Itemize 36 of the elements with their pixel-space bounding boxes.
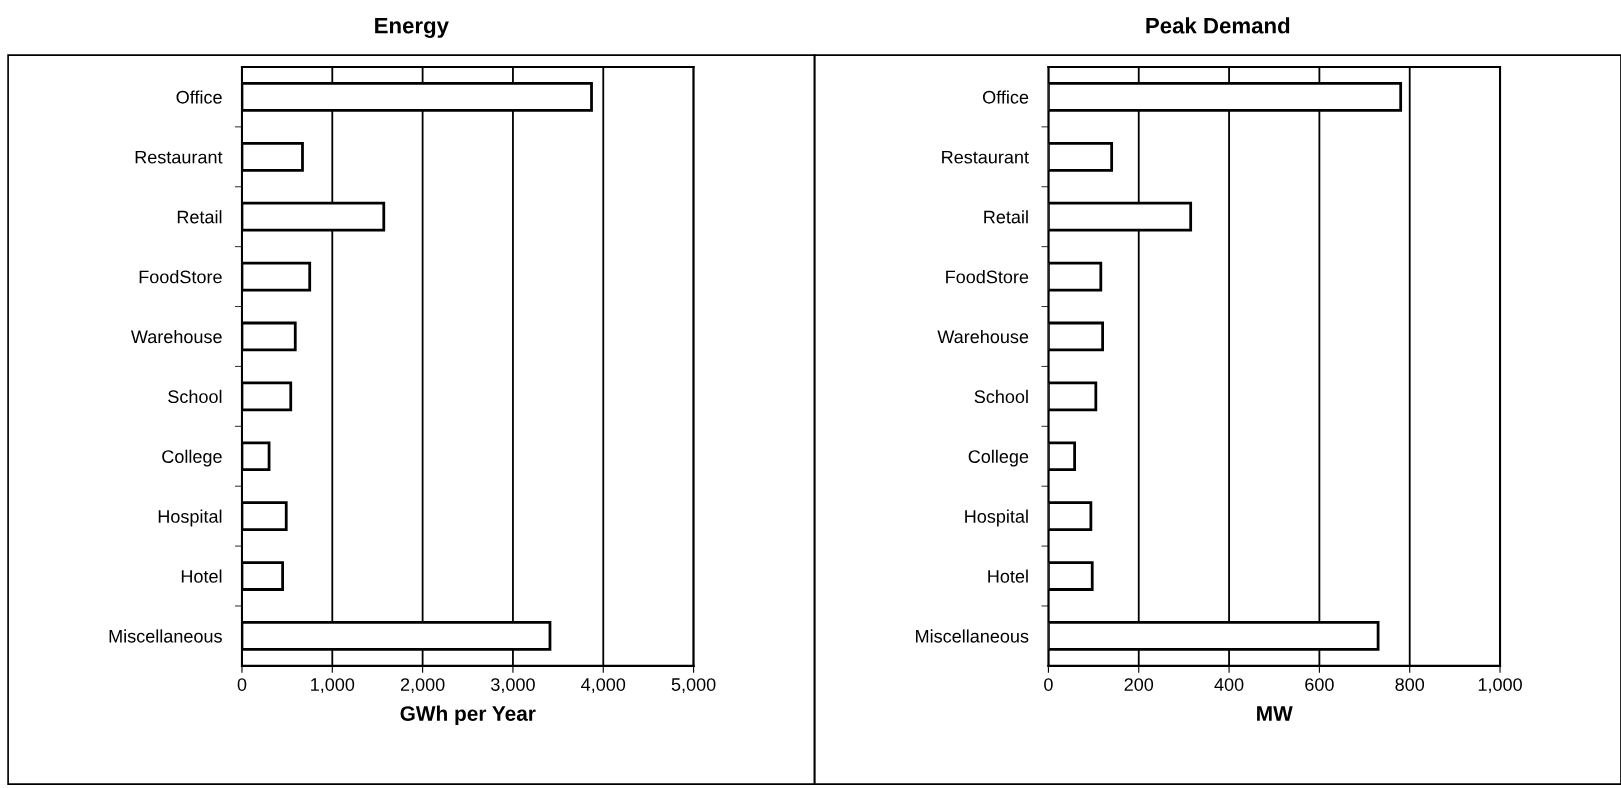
x-tick-label: 2,000 xyxy=(400,678,445,694)
y-tick-label: Miscellaneous xyxy=(109,629,222,643)
x-tick-label: 1,000 xyxy=(1478,678,1522,694)
x-axis-title: GWh per Year xyxy=(400,705,536,726)
x-tick-label: 3,000 xyxy=(491,678,535,694)
x-tick-label: 800 xyxy=(1395,678,1425,691)
y-tick-label: Hospital xyxy=(965,509,1028,527)
y-tick-label: College xyxy=(162,449,222,467)
y-tick-label: FoodStore xyxy=(946,270,1029,284)
x-tick-label: 0 xyxy=(1044,678,1053,691)
x-axis-title: MW xyxy=(1257,706,1293,721)
y-tick-label: FoodStore xyxy=(139,270,222,284)
y-tick-label: Hotel xyxy=(988,569,1028,583)
y-tick-label: Retail xyxy=(984,210,1028,224)
x-tick-label: 5,000 xyxy=(671,678,716,694)
y-tick-label: Warehouse xyxy=(130,329,222,344)
y-tick-label: Restaurant xyxy=(135,150,223,164)
x-tick-label: 4,000 xyxy=(581,678,626,694)
y-tick-label: Hospital xyxy=(158,509,222,527)
y-tick-label: Hotel xyxy=(181,569,222,583)
x-tick-label: 600 xyxy=(1305,678,1334,691)
y-tick-label: Warehouse xyxy=(937,329,1029,344)
y-tick-label: Miscellaneous xyxy=(916,629,1029,643)
y-tick-label: School xyxy=(974,389,1028,404)
x-tick-label: 1,000 xyxy=(311,678,355,694)
x-tick-label: 0 xyxy=(237,678,247,691)
y-tick-label: School xyxy=(168,389,222,404)
x-tick-label: 200 xyxy=(1124,678,1154,691)
y-tick-label: Office xyxy=(982,90,1029,104)
chart-title: Energy xyxy=(375,17,449,38)
y-tick-label: Retail xyxy=(177,210,222,224)
chart-title: Peak Demand xyxy=(1146,17,1290,34)
y-tick-label: Office xyxy=(176,90,222,104)
y-tick-label: Restaurant xyxy=(942,150,1029,164)
x-tick-label: 400 xyxy=(1214,678,1244,691)
y-tick-label: College xyxy=(968,449,1029,467)
